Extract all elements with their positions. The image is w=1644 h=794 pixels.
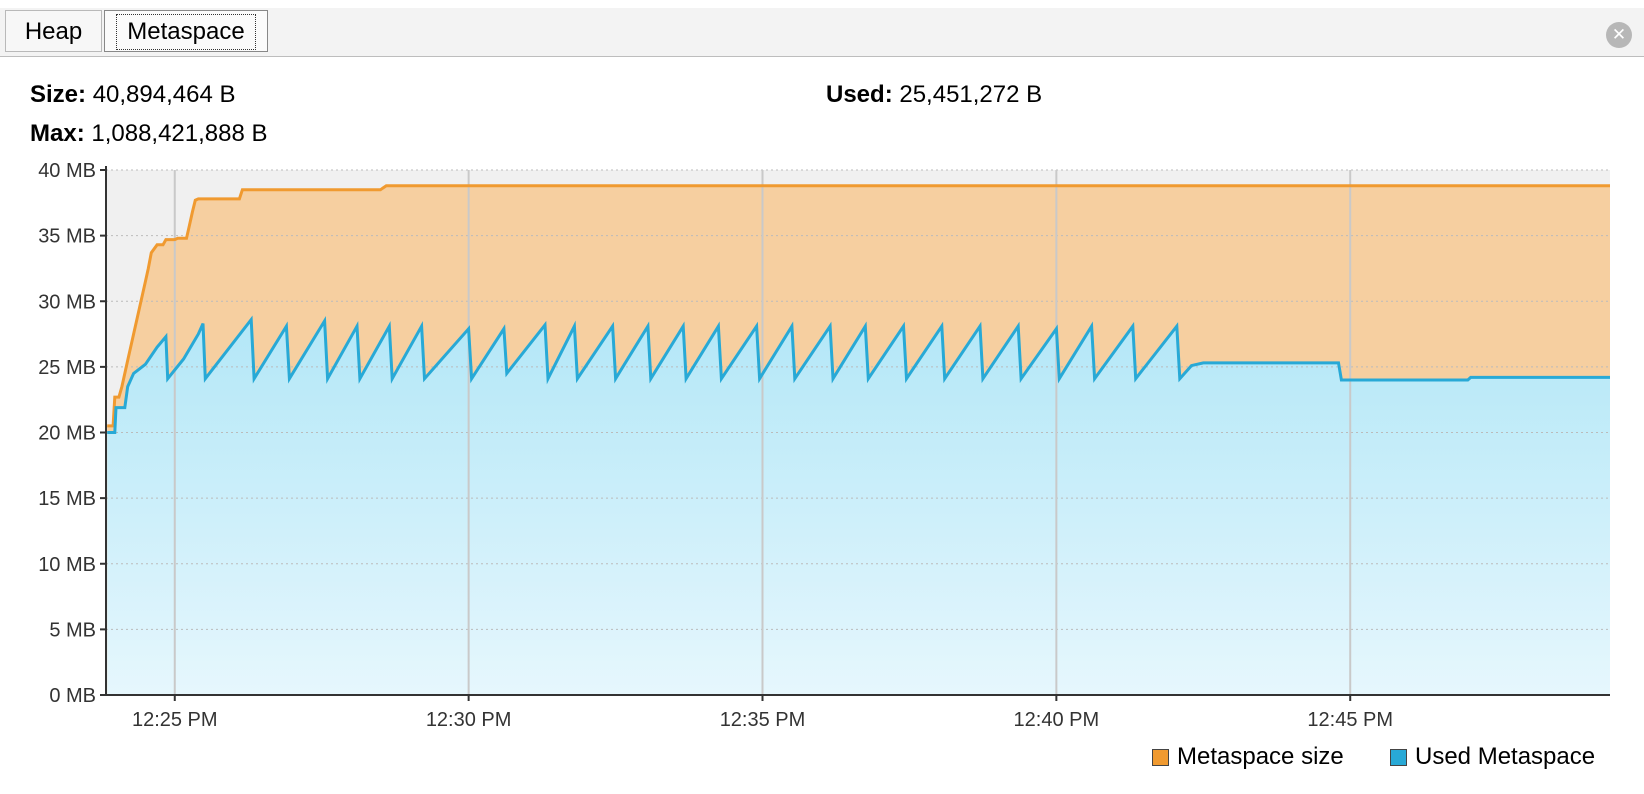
tab-metaspace[interactable]: Metaspace (104, 10, 268, 52)
x-tick-label: 12:40 PM (1014, 709, 1100, 730)
y-tick-label: 40 MB (38, 160, 96, 182)
legend-label-used: Used Metaspace (1415, 743, 1596, 770)
legend-swatch-size (1152, 748, 1169, 766)
size-label: Size: (30, 81, 87, 108)
max-stat: Max: 1,088,421,888 B (30, 119, 268, 149)
series-line-used-metaspace (107, 315, 1610, 434)
used-value: 25,451,272 B (899, 81, 1043, 108)
tab-metaspace-label: Metaspace (116, 14, 256, 50)
close-icon[interactable]: ✕ (1606, 22, 1632, 48)
x-tick-label: 12:45 PM (1307, 709, 1393, 730)
size-stat: Size: 40,894,464 B (30, 80, 235, 110)
max-label: Max: (30, 120, 85, 147)
tab-bar: Heap Metaspace ✕ (0, 8, 1644, 57)
legend-item-used: Used Metaspace (1390, 742, 1595, 772)
y-tick-label: 10 MB (38, 554, 96, 576)
legend-swatch-used (1390, 748, 1407, 766)
y-tick-label: 0 MB (49, 685, 96, 707)
y-tick-label: 35 MB (38, 226, 96, 248)
y-tick-label: 30 MB (38, 291, 96, 313)
metaspace-chart: 0 MB 5 MB 10 MB 15 MB 20 MB 25 MB 30 MB 35 MB 40… (38, 160, 1611, 730)
series-line-metaspace-size (107, 184, 1610, 428)
max-value: 1,088,421,888 B (91, 120, 268, 147)
y-tick-label: 25 MB (38, 357, 96, 379)
legend-item-size: Metaspace size (1152, 742, 1344, 772)
tab-heap[interactable]: Heap (5, 10, 102, 52)
x-tick-label: 12:30 PM (426, 709, 512, 730)
x-tick-label: 12:35 PM (720, 709, 806, 730)
y-tick-label: 15 MB (38, 488, 96, 510)
used-stat: Used: 25,451,272 B (826, 80, 1042, 110)
used-label: Used: (826, 81, 893, 108)
y-tick-label: 5 MB (49, 619, 96, 641)
legend-label-size: Metaspace size (1177, 743, 1344, 770)
y-tick-label: 20 MB (38, 423, 96, 445)
used-area (107, 319, 1611, 695)
size-value: 40,894,464 B (92, 81, 236, 108)
x-tick-label: 12:25 PM (132, 709, 218, 730)
